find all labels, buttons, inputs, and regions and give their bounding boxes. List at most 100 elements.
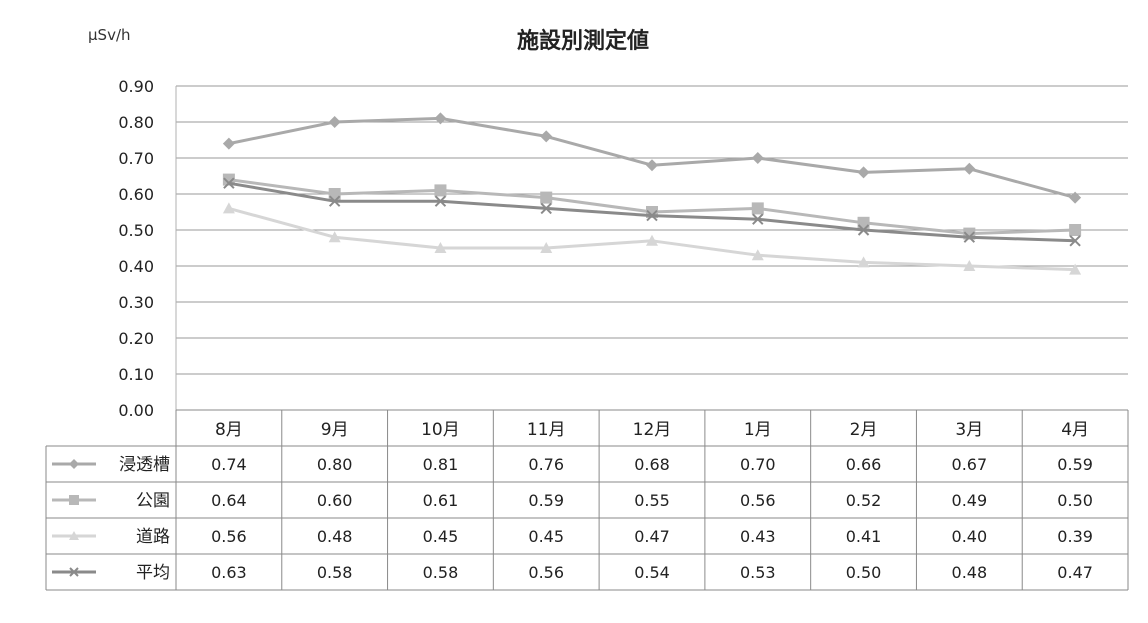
table-cell-value: 0.59 [528,491,564,510]
data-point [857,166,870,179]
table-cell-value: 0.68 [634,455,670,474]
data-point [1069,263,1082,275]
table-cell-value: 0.43 [740,527,776,546]
data-point [857,256,870,268]
table-cell-value: 0.50 [846,563,882,582]
legend-key-marker [69,495,79,505]
x-category-label: 9月 [321,420,349,440]
table-cell-value: 0.48 [317,527,353,546]
data-point [857,224,870,236]
table-cell-value: 0.66 [846,455,882,474]
data-point [963,231,976,243]
table-cell-value: 0.58 [317,563,353,582]
data-point [1069,224,1082,236]
y-tick-label: 0.00 [118,401,154,420]
data-point [434,242,447,253]
data-point [434,112,447,125]
data-point [963,162,976,175]
data-point [751,249,764,261]
data-point [751,152,764,164]
x-category-label: 4月 [1061,420,1089,440]
series-3 [222,202,1082,275]
legend-key-marker [69,567,79,577]
table-cell-value: 0.64 [211,491,247,510]
table-cell-value: 0.59 [1057,455,1093,474]
y-tick-label: 0.40 [118,257,154,276]
table-cell-value: 0.40 [952,527,988,546]
y-tick-label: 0.30 [118,293,154,312]
y-tick-label: 0.10 [118,365,154,384]
x-category-label: 11月 [527,420,566,440]
data-point [540,242,553,253]
series-lines [222,112,1082,275]
table-cell-value: 0.67 [952,455,988,474]
data-point [540,202,552,215]
data-point [223,177,235,189]
table-cell-value: 0.54 [634,563,670,582]
data-point [328,231,341,243]
table-cell-value: 0.52 [846,491,882,510]
table-cell-value: 0.56 [740,491,776,510]
table-cell-value: 0.45 [423,527,459,546]
y-tick-label: 0.90 [118,77,154,96]
table-cell-value: 0.47 [634,527,670,546]
data-point [222,137,235,150]
y-tick-label: 0.80 [118,113,154,132]
data-point [646,209,658,222]
table-cell-value: 0.58 [423,563,459,582]
x-category-label: 10月 [421,420,460,440]
data-point [328,116,341,128]
x-category-label: 1月 [744,420,772,440]
data-point [963,260,976,271]
table-cell-value: 0.47 [1057,563,1093,582]
series-name: 平均 [136,563,170,583]
data-point [540,191,553,204]
series-name: 公園 [136,491,170,511]
table-cell-value: 0.60 [317,491,353,510]
table-cell-value: 0.41 [846,527,882,546]
table-cell-value: 0.81 [423,455,459,474]
table-cell-value: 0.55 [634,491,670,510]
table-cell-value: 0.56 [211,527,247,546]
y-tick-label: 0.70 [118,149,154,168]
table-cell-value: 0.74 [211,455,247,474]
table-cell-value: 0.39 [1057,527,1093,546]
x-category-label: 12月 [633,420,672,440]
data-point [540,130,553,143]
gridlines [175,85,1128,411]
legend-key-marker [69,531,79,540]
series-name: 浸透槽 [119,455,170,475]
series-name: 道路 [136,527,170,547]
data-point [328,195,341,207]
table-cell-value: 0.53 [740,563,776,582]
series-4 [223,177,1081,247]
y-axis-tick-labels: 0.00 0.10 0.20 0.30 0.40 0.50 0.60 0.70 0.80 0.90 [118,77,154,420]
table-cell-value: 0.50 [1057,491,1093,510]
chart-title: 施設別測定値 [517,28,649,54]
data-point [646,159,658,172]
legend-key-marker [69,459,79,469]
data-point [1069,191,1082,204]
table-cell-value: 0.70 [740,455,776,474]
table-cell-value: 0.48 [952,563,988,582]
data-point [434,184,447,197]
series-1 [222,112,1082,204]
data-point [222,202,235,214]
data-point [751,202,764,215]
table-cell-value: 0.80 [317,455,353,474]
data-point [646,234,658,246]
data-point [434,195,447,207]
table-cell-value: 0.61 [423,491,459,510]
y-axis-unit-label: μSv/h [88,26,131,44]
y-tick-label: 0.50 [118,221,154,240]
x-category-label: 8月 [215,420,243,440]
x-category-label: 2月 [850,420,878,440]
y-tick-label: 0.20 [118,329,154,348]
data-point [1069,235,1081,247]
y-tick-label: 0.60 [118,185,154,204]
table-cell-value: 0.49 [952,491,988,510]
table-cell-value: 0.63 [211,563,247,582]
